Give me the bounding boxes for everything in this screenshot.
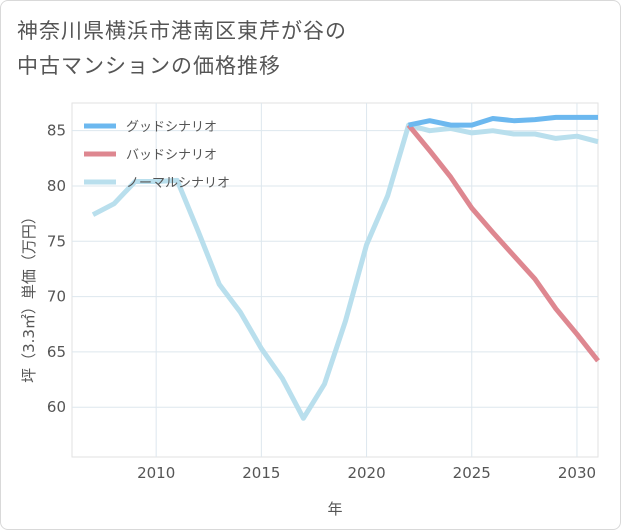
series-line-normal bbox=[91, 122, 599, 421]
x-tick-label: 2015 bbox=[242, 464, 280, 482]
chart-title-line-2: 中古マンションの価格推移 bbox=[17, 54, 281, 78]
x-tick-label: 2020 bbox=[347, 464, 385, 482]
x-tick-label: 2030 bbox=[558, 464, 596, 482]
x-tick-label: 2025 bbox=[453, 464, 491, 482]
y-tick-label: 80 bbox=[47, 177, 66, 195]
legend-label-bad: バッドシナリオ bbox=[126, 148, 217, 163]
legend-label-normal: ノーマルシナリオ bbox=[126, 176, 230, 191]
x-tick-label: 2010 bbox=[137, 464, 175, 482]
legend-label-good: グッドシナリオ bbox=[126, 120, 217, 135]
y-tick-label: 85 bbox=[47, 122, 66, 140]
series-group bbox=[91, 114, 600, 421]
y-tick-label: 75 bbox=[47, 232, 66, 250]
series-line-bad bbox=[406, 123, 600, 363]
series-line-good bbox=[408, 114, 598, 128]
chart-title-line-1: 神奈川県横浜市港南区東芹が谷の bbox=[17, 19, 347, 43]
y-tick-label: 70 bbox=[47, 288, 66, 306]
y-tick-label: 60 bbox=[47, 398, 66, 416]
x-axis-label: 年 bbox=[327, 500, 342, 518]
y-tick-label: 65 bbox=[47, 343, 66, 361]
y-axis-label: 坪（3.3㎡）単価（万円） bbox=[20, 209, 38, 383]
axes: 60 65 70 75 80 85 2010 2015 2020 2025 2030 bbox=[47, 122, 596, 482]
plot-area bbox=[71, 102, 599, 458]
grid-lines bbox=[72, 103, 598, 457]
chart-title: 神奈川県横浜市港南区東芹が谷の 中古マンションの価格推移 bbox=[17, 14, 347, 84]
